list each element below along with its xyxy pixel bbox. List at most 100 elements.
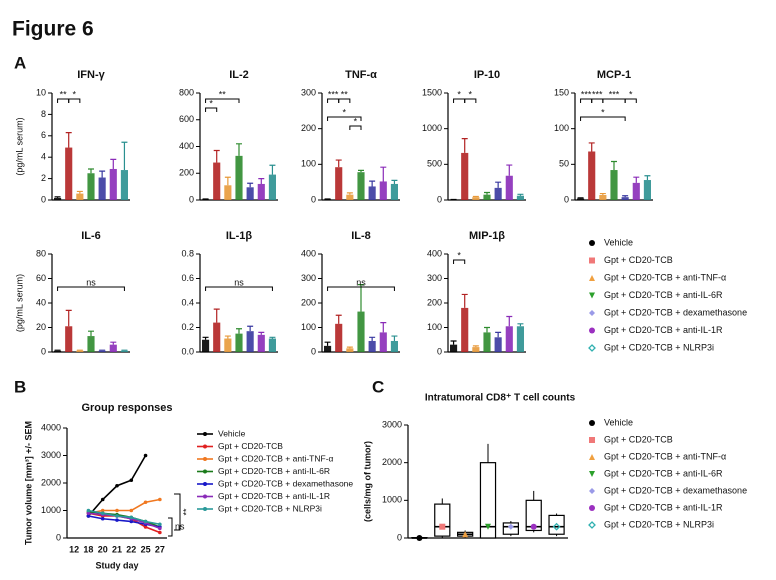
y-tick-label: 400 bbox=[427, 248, 442, 258]
error-bar bbox=[54, 349, 61, 351]
y-tick-label: 150 bbox=[554, 87, 569, 97]
error-bar bbox=[121, 349, 128, 351]
error-bar bbox=[517, 323, 524, 327]
median-marker bbox=[530, 523, 537, 530]
point bbox=[129, 515, 134, 520]
error-bar bbox=[506, 315, 513, 327]
significance-bracket bbox=[453, 259, 466, 264]
point bbox=[115, 508, 119, 513]
point bbox=[129, 478, 134, 483]
legend-marker bbox=[589, 310, 595, 316]
y-tick-label: 1000 bbox=[41, 505, 61, 515]
error-bar bbox=[472, 195, 479, 198]
legend-label: Gpt + CD20-TCB + anti-TNF-α bbox=[218, 453, 334, 463]
box bbox=[525, 499, 542, 532]
bar bbox=[379, 332, 387, 352]
chart-title: MIP-1β bbox=[469, 230, 505, 242]
legend-label: Gpt + CD20-TCB + anti-IL-1R bbox=[604, 502, 723, 512]
legend-label: Gpt + CD20-TCB + anti-IL-6R bbox=[604, 468, 723, 478]
significance-label: ns bbox=[175, 521, 185, 531]
chart-title: IFN-γ bbox=[77, 69, 105, 81]
error-bar bbox=[65, 309, 72, 327]
x-tick-label: 20 bbox=[98, 544, 108, 554]
y-axis-label: (pg/mL serum) bbox=[14, 274, 24, 332]
bar bbox=[357, 172, 365, 200]
y-tick-label: 500 bbox=[427, 159, 442, 169]
error-bar bbox=[213, 149, 220, 163]
point bbox=[115, 514, 119, 518]
chart-title: Intratumoral CD8⁺ T cell counts bbox=[425, 393, 576, 404]
legend-marker bbox=[203, 457, 207, 461]
y-tick-label: 600 bbox=[179, 114, 194, 124]
significance-bracket bbox=[338, 98, 351, 103]
y-tick-label: 20 bbox=[36, 322, 46, 332]
y-tick-label: 200 bbox=[301, 297, 316, 307]
median-marker bbox=[462, 531, 469, 538]
median-marker bbox=[416, 535, 423, 541]
y-tick-label: 60 bbox=[36, 273, 46, 283]
point bbox=[86, 511, 91, 516]
error-bar bbox=[644, 175, 651, 181]
error-bar bbox=[213, 308, 220, 323]
x-tick-label: 12 bbox=[69, 544, 79, 554]
error-bar bbox=[202, 336, 209, 340]
significance-bracket bbox=[580, 116, 626, 121]
bar bbox=[516, 326, 524, 352]
legend-marker bbox=[588, 344, 596, 352]
significance-label: ns bbox=[86, 277, 96, 287]
legend-marker bbox=[588, 521, 596, 529]
error-bar bbox=[99, 170, 106, 178]
bar bbox=[76, 350, 84, 352]
y-tick-label: 0.8 bbox=[181, 248, 194, 258]
significance-bracket bbox=[327, 116, 362, 121]
box bbox=[479, 462, 497, 539]
legend-label: Gpt + CD20-TCB + dexamethasone bbox=[604, 485, 747, 495]
bar bbox=[213, 162, 221, 200]
y-tick-label: 2000 bbox=[41, 477, 61, 487]
bar bbox=[357, 311, 365, 352]
legend-marker bbox=[203, 444, 207, 449]
legend-label: Vehicle bbox=[604, 237, 633, 247]
bar bbox=[505, 175, 513, 200]
legend-marker bbox=[589, 471, 595, 477]
y-tick-label: 0 bbox=[189, 194, 194, 204]
significance-bracket bbox=[349, 125, 362, 130]
chart-title: IL-8 bbox=[351, 230, 371, 242]
error-bar bbox=[633, 176, 640, 183]
y-tick-label: 6 bbox=[41, 130, 46, 140]
error-bar bbox=[121, 141, 128, 171]
bar bbox=[390, 340, 398, 352]
point bbox=[158, 522, 162, 527]
bar bbox=[202, 199, 210, 200]
y-axis-label: Tumor volume [mm³] +/- SEM bbox=[23, 421, 33, 545]
legend-marker bbox=[203, 432, 207, 436]
legend-label: Gpt + CD20-TCB + anti-IL-1R bbox=[604, 325, 723, 335]
y-tick-label: 0 bbox=[437, 194, 442, 204]
error-bar bbox=[472, 345, 479, 348]
panel-label: C bbox=[372, 377, 384, 396]
bracket bbox=[174, 493, 181, 531]
bar bbox=[505, 326, 513, 352]
error-bar bbox=[588, 142, 595, 152]
y-tick-label: 400 bbox=[179, 141, 194, 151]
legend-label: Gpt + CD20-TCB + anti-IL-1R bbox=[218, 491, 330, 501]
significance-label: *** bbox=[592, 89, 603, 99]
error-bar bbox=[380, 322, 387, 333]
significance-label: * bbox=[209, 98, 213, 108]
legend-label: Gpt + CD20-TCB + dexamethasone bbox=[218, 478, 353, 488]
bar bbox=[588, 151, 596, 200]
legend-marker bbox=[589, 505, 595, 511]
x-tick-label: 18 bbox=[83, 544, 93, 554]
significance-label: * bbox=[457, 89, 461, 99]
y-tick-label: 100 bbox=[301, 322, 316, 332]
y-tick-label: 1000 bbox=[422, 123, 442, 133]
point bbox=[100, 516, 105, 521]
bar bbox=[76, 193, 84, 200]
error-bar bbox=[335, 314, 342, 324]
significance-label: * bbox=[457, 250, 461, 260]
y-tick-label: 50 bbox=[559, 159, 569, 169]
legend-label: Gpt + CD20-TCB bbox=[218, 441, 283, 451]
x-axis-label: Study day bbox=[95, 560, 138, 570]
significance-bracket bbox=[327, 98, 340, 103]
error-bar bbox=[346, 192, 353, 195]
